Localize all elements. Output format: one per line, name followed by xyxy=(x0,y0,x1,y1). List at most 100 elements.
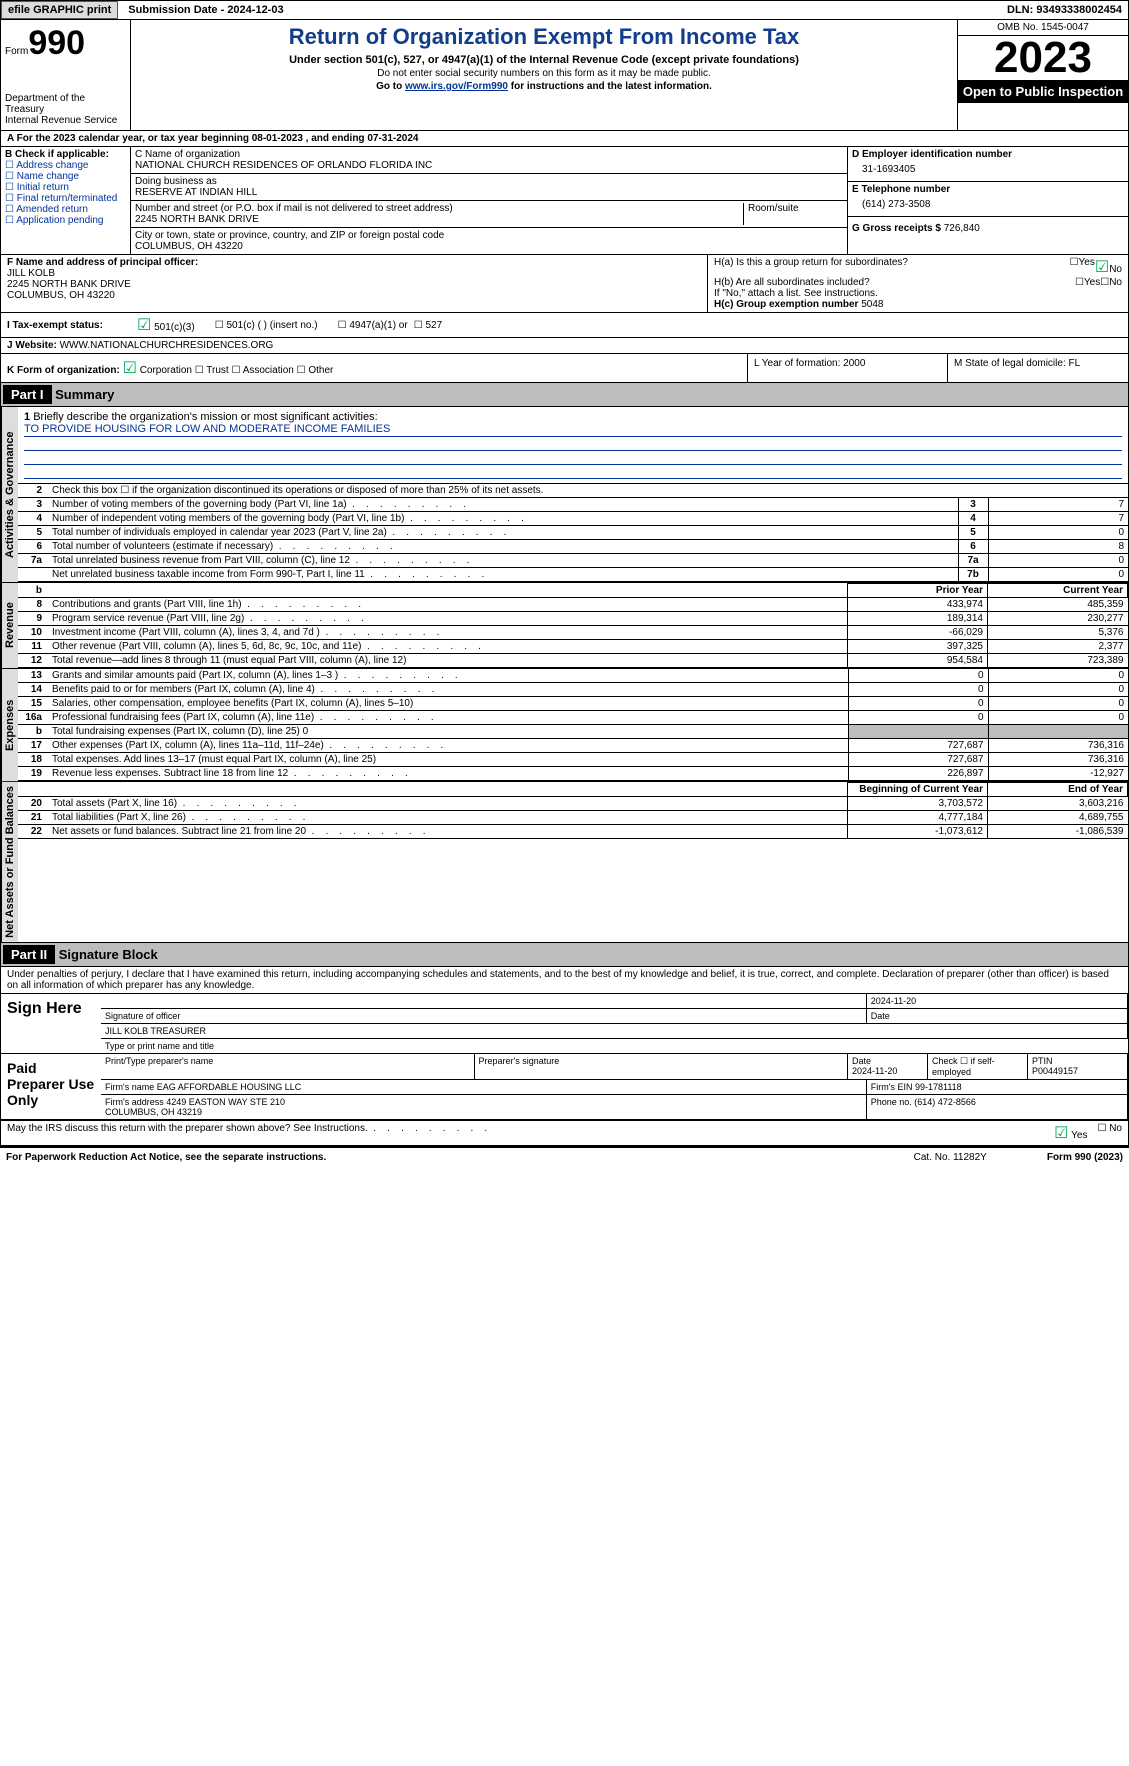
irs-link[interactable]: www.irs.gov/Form990 xyxy=(405,81,508,92)
ptin: P00449157 xyxy=(1032,1066,1078,1076)
chk-initial-return[interactable]: ☐ Initial return xyxy=(5,182,126,193)
form-number: Form990 xyxy=(5,24,126,63)
label-hc: H(c) Group exemption number xyxy=(714,299,861,310)
expenses-table: 13Grants and similar amounts paid (Part … xyxy=(18,669,1128,781)
label-type-name: Type or print name and title xyxy=(101,1039,1128,1053)
label-hb: H(b) Are all subordinates included? xyxy=(714,277,1075,288)
mission-q: Briefly describe the organization's miss… xyxy=(33,411,377,423)
label-sig-officer: Signature of officer xyxy=(101,1009,867,1023)
chk-501c[interactable]: ☐ 501(c) ( ) (insert no.) xyxy=(215,320,318,331)
efile-print-button[interactable]: efile GRAPHIC print xyxy=(1,1,118,19)
label-ein: D Employer identification number xyxy=(852,149,1124,160)
chk-amended[interactable]: ☐ Amended return xyxy=(5,204,126,215)
paperwork-notice: For Paperwork Reduction Act Notice, see … xyxy=(6,1152,326,1163)
mission-text: TO PROVIDE HOUSING FOR LOW AND MODERATE … xyxy=(24,423,1122,437)
revenue-table: bPrior YearCurrent Year 8Contributions a… xyxy=(18,583,1128,668)
label-gross: G Gross receipts $ xyxy=(852,223,941,234)
perjury-statement: Under penalties of perjury, I declare th… xyxy=(0,967,1129,994)
officer-addr1: 2245 NORTH BANK DRIVE xyxy=(7,279,701,290)
part1-header: Part I xyxy=(3,385,52,404)
prep-name-hdr: Print/Type preparer's name xyxy=(101,1054,475,1079)
form-ref: Form 990 (2023) xyxy=(1047,1152,1123,1163)
chk-trust[interactable]: ☐ Trust xyxy=(195,365,229,376)
dba: RESERVE AT INDIAN HILL xyxy=(135,187,843,198)
label-date: Date xyxy=(867,1009,1128,1023)
chk-501c3[interactable]: ☑ 501(c)(3) xyxy=(137,315,195,335)
label-officer: F Name and address of principal officer: xyxy=(7,257,701,268)
tax-year-range: A For the 2023 calendar year, or tax yea… xyxy=(0,131,1129,147)
label-ha: H(a) Is this a group return for subordin… xyxy=(714,257,1070,277)
label-website: J Website: xyxy=(7,340,60,351)
chk-final-return[interactable]: ☐ Final return/terminated xyxy=(5,193,126,204)
gross-receipts: 726,840 xyxy=(944,223,980,234)
label-org-name: C Name of organization xyxy=(135,149,843,160)
ein: 31-1693405 xyxy=(852,160,1124,179)
page-footer: For Paperwork Reduction Act Notice, see … xyxy=(0,1146,1129,1167)
part2-title: Signature Block xyxy=(59,947,158,962)
prep-selfemp[interactable]: Check ☐ if self-employed xyxy=(928,1054,1028,1079)
chk-527[interactable]: ☐ 527 xyxy=(414,320,442,331)
chk-assoc[interactable]: ☐ Association xyxy=(232,365,294,376)
website-url[interactable]: WWW.NATIONALCHURCHRESIDENCES.ORG xyxy=(60,340,274,351)
label-city: City or town, state or province, country… xyxy=(135,230,843,241)
hb-no[interactable]: ☐No xyxy=(1100,277,1122,288)
ha-no[interactable]: ☑No xyxy=(1095,257,1122,277)
officer-name-title: JILL KOLB TREASURER xyxy=(101,1024,1128,1038)
addr: 2245 NORTH BANK DRIVE xyxy=(135,214,743,225)
net-assets-table: Beginning of Current YearEnd of Year 20T… xyxy=(18,782,1128,839)
part2-header: Part II xyxy=(3,945,55,964)
state-domicile: M State of legal domicile: FL xyxy=(948,354,1128,382)
submission-date: Submission Date - 2024-12-03 xyxy=(122,2,289,18)
prep-sig-hdr: Preparer's signature xyxy=(475,1054,849,1079)
city: COLUMBUS, OH 43220 xyxy=(135,241,843,252)
form-title: Return of Organization Exempt From Incom… xyxy=(135,24,953,50)
form-header: Form990 Department of the Treasury Inter… xyxy=(0,20,1129,131)
org-name: NATIONAL CHURCH RESIDENCES OF ORLANDO FL… xyxy=(135,160,843,171)
box-b: B Check if applicable: ☐ Address change … xyxy=(1,147,131,254)
side-expenses: Expenses xyxy=(1,669,18,781)
chk-app-pending[interactable]: ☐ Application pending xyxy=(5,215,126,226)
instructions-note: Go to www.irs.gov/Form990 for instructio… xyxy=(135,81,953,92)
paid-preparer-label: Paid Preparer Use Only xyxy=(1,1054,101,1119)
entity-info-grid: B Check if applicable: ☐ Address change … xyxy=(0,147,1129,255)
officer-name: JILL KOLB xyxy=(7,268,701,279)
side-revenue: Revenue xyxy=(1,583,18,668)
year-formation: L Year of formation: 2000 xyxy=(748,354,948,382)
chk-other[interactable]: ☐ Other xyxy=(297,365,334,376)
open-to-public: Open to Public Inspection xyxy=(958,80,1128,103)
phone: (614) 273-3508 xyxy=(852,195,1124,214)
sign-here-label: Sign Here xyxy=(1,994,101,1053)
governance-table: 2Check this box ☐ if the organization di… xyxy=(18,484,1128,582)
dept-treasury: Department of the Treasury Internal Reve… xyxy=(5,93,126,126)
label-phone: E Telephone number xyxy=(852,184,1124,195)
side-net-assets: Net Assets or Fund Balances xyxy=(1,782,18,942)
firm-name: EAG AFFORDABLE HOUSING LLC xyxy=(157,1082,302,1092)
label-tax-status: I Tax-exempt status: xyxy=(7,320,137,331)
hb-note: If "No," attach a list. See instructions… xyxy=(714,288,1122,299)
officer-addr2: COLUMBUS, OH 43220 xyxy=(7,290,701,301)
firm-ein: 99-1781118 xyxy=(915,1082,962,1092)
chk-4947[interactable]: ☐ 4947(a)(1) or xyxy=(338,320,408,331)
tax-year: 2023 xyxy=(958,36,1128,80)
label-dba: Doing business as xyxy=(135,176,843,187)
hb-yes[interactable]: ☐Yes xyxy=(1075,277,1100,288)
hc-val: 5048 xyxy=(861,299,883,310)
topbar: efile GRAPHIC print Submission Date - 20… xyxy=(0,0,1129,20)
cat-no: Cat. No. 11282Y xyxy=(914,1152,987,1163)
label-k-org: K Form of organization: xyxy=(7,365,120,376)
firm-phone: (614) 472-8566 xyxy=(914,1097,976,1107)
side-governance: Activities & Governance xyxy=(1,407,18,582)
chk-name-change[interactable]: ☐ Name change xyxy=(5,171,126,182)
discuss-q: May the IRS discuss this return with the… xyxy=(7,1123,487,1134)
chk-corp[interactable]: ☑ Corporation xyxy=(123,365,192,376)
label-room: Room/suite xyxy=(743,203,843,225)
chk-address-change[interactable]: ☐ Address change xyxy=(5,160,126,171)
ha-yes[interactable]: ☐Yes xyxy=(1070,257,1095,277)
label-addr: Number and street (or P.O. box if mail i… xyxy=(135,203,743,214)
form-subtitle: Under section 501(c), 527, or 4947(a)(1)… xyxy=(135,54,953,66)
dln: DLN: 93493338002454 xyxy=(1001,2,1128,18)
discuss-no[interactable]: ☐ No xyxy=(1097,1123,1122,1143)
discuss-yes[interactable]: ☑ Yes xyxy=(1054,1123,1087,1143)
part1-title: Summary xyxy=(55,387,114,402)
ssn-note: Do not enter social security numbers on … xyxy=(135,68,953,79)
